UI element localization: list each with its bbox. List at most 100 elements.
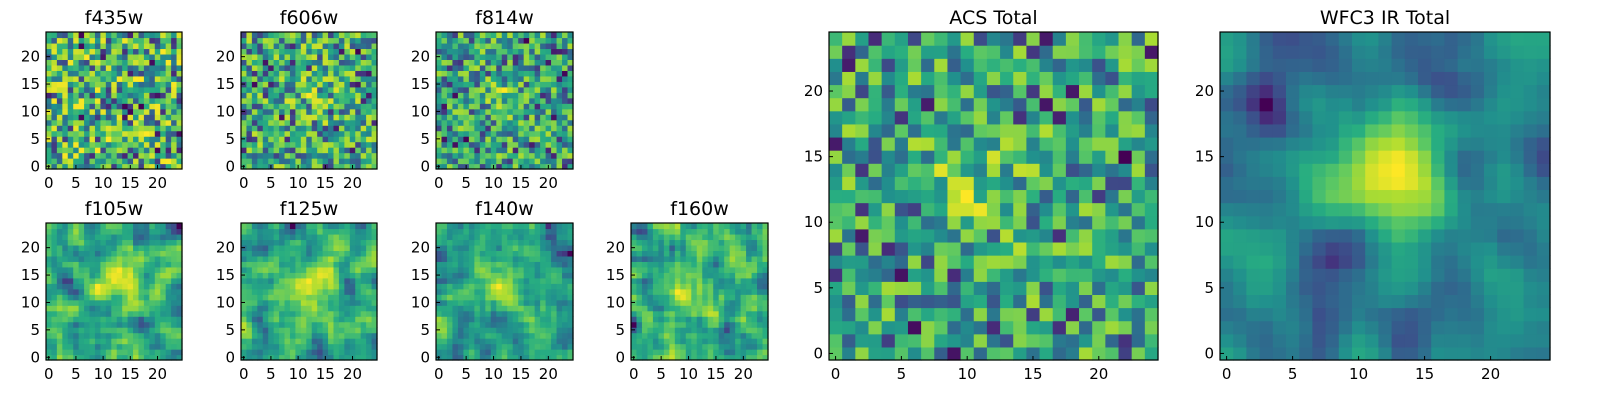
heatmap-cell bbox=[268, 244, 275, 251]
heatmap-cell bbox=[441, 327, 448, 334]
heatmap-cell bbox=[138, 228, 145, 235]
heatmap-cell bbox=[371, 130, 378, 137]
heatmap-cell bbox=[567, 92, 574, 99]
heatmap-cell bbox=[251, 316, 258, 323]
heatmap-cell bbox=[1092, 294, 1106, 309]
heatmap-cell bbox=[479, 277, 486, 284]
heatmap-cell bbox=[463, 37, 470, 44]
heatmap-cell bbox=[751, 233, 758, 241]
heatmap-cell bbox=[735, 223, 742, 230]
heatmap-cell bbox=[523, 233, 530, 241]
heatmap-cell bbox=[371, 97, 378, 104]
heatmap-cell bbox=[452, 283, 459, 290]
heatmap-cell bbox=[1105, 268, 1120, 282]
heatmap-cell bbox=[154, 37, 161, 44]
heatmap-cell bbox=[485, 233, 492, 241]
heatmap-cell bbox=[257, 288, 264, 295]
heatmap-cell bbox=[349, 294, 356, 301]
heatmap-cell bbox=[295, 53, 302, 60]
heatmap-cell bbox=[545, 81, 552, 88]
heatmap-cell bbox=[67, 59, 74, 66]
heatmap-cell bbox=[658, 299, 665, 306]
heatmap-cell bbox=[246, 332, 253, 339]
heatmap-cell bbox=[111, 349, 118, 356]
heatmap-cell bbox=[257, 266, 264, 273]
heatmap-cell bbox=[67, 158, 74, 165]
heatmap-cell bbox=[685, 239, 692, 246]
heatmap-cell bbox=[641, 338, 649, 345]
heatmap-cell bbox=[349, 228, 356, 235]
heatmap-cell bbox=[355, 147, 362, 154]
heatmap-cell bbox=[907, 294, 922, 309]
heatmap-cell bbox=[674, 233, 681, 241]
heatmap-cell bbox=[160, 305, 167, 312]
heatmap-cell bbox=[556, 86, 563, 93]
heatmap-cell bbox=[446, 239, 454, 246]
heatmap-cell bbox=[289, 141, 296, 148]
heatmap-cell bbox=[452, 37, 459, 44]
heatmap-cell bbox=[143, 233, 150, 241]
heatmap-cell bbox=[149, 114, 156, 121]
heatmap-cell bbox=[855, 294, 870, 309]
heatmap-cell bbox=[257, 114, 264, 121]
heatmap-cell bbox=[496, 59, 503, 66]
heatmap-cell bbox=[881, 307, 896, 322]
heatmap-cell bbox=[73, 42, 80, 50]
heatmap-cell bbox=[707, 277, 714, 284]
heatmap-cell bbox=[746, 299, 753, 306]
heatmap-cell bbox=[718, 288, 725, 295]
heatmap-cell bbox=[855, 320, 870, 335]
heatmap-cell bbox=[468, 250, 475, 257]
heatmap-cell bbox=[279, 233, 286, 241]
heatmap-cell bbox=[62, 70, 69, 77]
heatmap-cell bbox=[262, 125, 269, 132]
heatmap-cell bbox=[62, 332, 69, 339]
heatmap-cell bbox=[468, 64, 475, 71]
heatmap-cell bbox=[251, 70, 258, 77]
heatmap-cell bbox=[268, 92, 275, 99]
heatmap-cell bbox=[757, 250, 764, 257]
heatmap-cell bbox=[1039, 268, 1054, 282]
heatmap-cell bbox=[246, 108, 253, 115]
heatmap-cell bbox=[490, 338, 497, 345]
heatmap-cell bbox=[468, 37, 475, 44]
heatmap-cell bbox=[751, 327, 758, 334]
heatmap-cell bbox=[855, 136, 870, 151]
heatmap-cell bbox=[251, 119, 258, 126]
heatmap-cell bbox=[154, 343, 161, 350]
heatmap-cell bbox=[100, 64, 107, 71]
heatmap-cell bbox=[344, 305, 351, 312]
heatmap-cell bbox=[251, 299, 258, 306]
heatmap-cell bbox=[746, 321, 753, 328]
heatmap-cell bbox=[138, 147, 145, 154]
heatmap-cell bbox=[300, 32, 307, 39]
heatmap-cell bbox=[311, 283, 318, 290]
heatmap-cell bbox=[441, 255, 448, 262]
heatmap-cell bbox=[51, 354, 58, 361]
heatmap-cell bbox=[1105, 294, 1120, 309]
heatmap-cell bbox=[344, 86, 351, 93]
heatmap-cell bbox=[116, 42, 123, 50]
heatmap-cell bbox=[51, 255, 58, 262]
axes-frame bbox=[240, 222, 378, 361]
heatmap-cell bbox=[73, 233, 80, 241]
heatmap-cell bbox=[127, 64, 134, 71]
heatmap-cell bbox=[56, 37, 63, 44]
heatmap-cell bbox=[176, 354, 183, 361]
y-tick-label: 20 bbox=[216, 48, 235, 66]
heatmap-cell bbox=[457, 108, 464, 115]
heatmap-cell bbox=[160, 261, 167, 268]
heatmap-cell bbox=[165, 158, 172, 165]
heatmap-cell bbox=[479, 119, 486, 126]
heatmap-cell bbox=[1052, 189, 1067, 204]
heatmap-cell bbox=[463, 86, 470, 93]
heatmap-cell bbox=[176, 332, 183, 339]
heatmap-cell bbox=[436, 86, 443, 93]
heatmap-cell bbox=[366, 316, 373, 323]
heatmap-cell bbox=[474, 125, 481, 132]
heatmap-cell bbox=[89, 119, 96, 126]
heatmap-cell bbox=[518, 239, 525, 246]
heatmap-cell bbox=[512, 283, 519, 290]
heatmap-cell bbox=[842, 189, 856, 204]
heatmap-cell bbox=[127, 103, 134, 110]
